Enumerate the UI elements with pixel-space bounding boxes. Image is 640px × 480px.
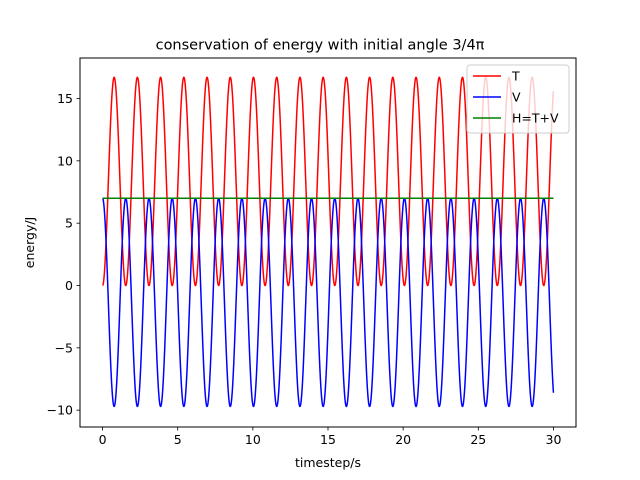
legend-label-0: T (511, 69, 520, 84)
legend-label-1: V (512, 90, 521, 105)
x-tick-label: 5 (174, 432, 182, 447)
y-axis-label: energy/J (22, 217, 37, 268)
y-axis: −10 −5 0 5 10 15 (47, 91, 80, 418)
x-tick-label: 25 (470, 432, 486, 447)
x-axis: 0 5 10 15 20 25 30 (99, 427, 562, 447)
x-tick-label: 20 (395, 432, 411, 447)
y-tick-label: −5 (55, 340, 73, 355)
legend-box (466, 64, 570, 134)
legend-label-2: H=T+V (512, 111, 559, 126)
y-tick-label: 0 (65, 278, 73, 293)
x-tick-label: 30 (546, 432, 562, 447)
plot-lines (102, 76, 555, 408)
y-tick-label: 15 (57, 91, 73, 106)
y-tick-label: 10 (57, 153, 73, 168)
y-tick-label: 5 (65, 216, 73, 231)
x-tick-label: 0 (99, 432, 107, 447)
legend: TV H=T+V (466, 64, 570, 134)
x-axis-label: timestep/s (295, 455, 361, 470)
series-line-0 (102, 76, 555, 287)
y-tick-label: −10 (47, 403, 73, 418)
series-line-1 (102, 197, 555, 408)
x-tick-label: 10 (245, 432, 261, 447)
chart-title: conservation of energy with initial angl… (156, 38, 485, 54)
x-tick-label: 15 (320, 432, 336, 447)
